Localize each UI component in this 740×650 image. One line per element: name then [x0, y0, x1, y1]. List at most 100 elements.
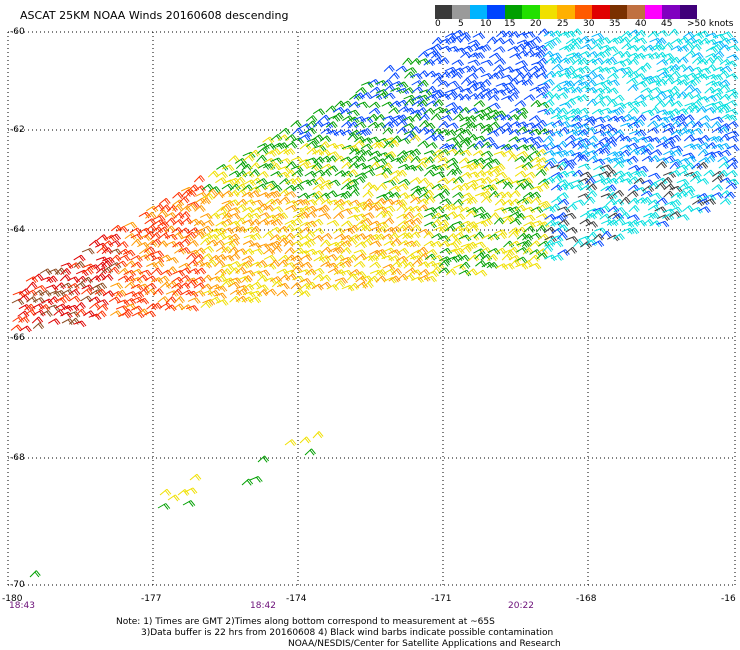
wind-barb: [718, 103, 731, 111]
wind-barb: [566, 71, 579, 79]
wind-barb: [472, 52, 485, 59]
wind-barb: [216, 212, 229, 219]
wind-barb: [500, 74, 514, 82]
wind-barb: [348, 162, 360, 170]
wind-barb: [160, 269, 173, 277]
wind-barb: [284, 184, 297, 192]
wind-barb: [635, 29, 647, 38]
wind-barb: [318, 204, 330, 212]
wind-barb: [440, 71, 451, 79]
wind-barb: [409, 134, 421, 142]
wind-barb: [543, 149, 556, 157]
wind-barb: [409, 231, 421, 239]
wind-barb: [229, 267, 241, 275]
wind-barb: [585, 150, 599, 157]
time-label-1: 18:42: [250, 601, 276, 611]
wind-barb: [496, 30, 508, 38]
wind-barb: [592, 66, 605, 73]
wind-barb: [242, 248, 255, 256]
wind-barb: [353, 139, 365, 148]
wind-barb: [382, 115, 396, 123]
wind-barb: [382, 205, 396, 213]
wind-barb: [277, 134, 290, 142]
wind-barb: [599, 213, 612, 221]
wind-barb: [426, 100, 439, 108]
wind-barb: [332, 227, 345, 235]
wind-barb: [493, 126, 506, 134]
wind-barb: [397, 220, 410, 228]
wind-barb: [109, 248, 123, 256]
wind-barb: [438, 259, 450, 267]
wind-barb: [544, 235, 557, 243]
wind-barb: [459, 136, 473, 144]
wind-barb: [488, 168, 501, 176]
wind-barb: [138, 211, 152, 219]
wind-barb: [228, 170, 242, 178]
wind-barb: [186, 252, 198, 260]
wind-barb: [409, 148, 422, 156]
wind-barb: [719, 93, 731, 101]
wind-barb: [270, 206, 284, 213]
wind-barb: [537, 101, 550, 109]
wind-barb: [599, 115, 613, 122]
wind-barb: [544, 213, 557, 221]
wind-barb: [250, 270, 264, 277]
wind-barb: [150, 238, 162, 246]
wind-barb: [467, 52, 481, 60]
wind-barb: [613, 207, 626, 214]
wind-barb: [607, 79, 620, 87]
wind-barb: [340, 108, 352, 116]
wind-barb: [391, 115, 404, 122]
wind-barb: [493, 46, 506, 53]
wind-barb: [214, 259, 226, 268]
wind-barb: [397, 163, 411, 171]
wind-barb: [360, 92, 373, 100]
wind-barb: [123, 269, 136, 277]
wind-barb: [117, 275, 131, 283]
wind-barb: [423, 107, 436, 115]
wind-barb: [410, 155, 422, 164]
wind-barb: [451, 167, 463, 175]
legend-color-14: [679, 5, 698, 19]
wind-barb: [481, 162, 493, 170]
legend-color-12: [644, 5, 663, 19]
wind-barb: [543, 99, 555, 107]
wind-barb: [605, 184, 617, 192]
wind-barb: [419, 89, 433, 96]
wind-barb: [334, 280, 346, 288]
wind-barb: [298, 134, 311, 142]
wind-barb: [692, 56, 704, 64]
wind-barb: [479, 44, 492, 51]
wind-barb: [438, 224, 450, 232]
wind-barb: [682, 152, 696, 160]
wind-barb: [598, 67, 612, 74]
wind-barb: [311, 283, 324, 291]
wind-barb: [257, 192, 271, 199]
wind-barb: [565, 236, 579, 243]
wind-barb: [452, 198, 464, 206]
wind-barb: [305, 211, 317, 219]
wind-barb: [522, 42, 533, 50]
wind-barb: [257, 243, 271, 250]
wind-barb: [292, 247, 306, 255]
wind-barb: [600, 193, 614, 200]
wind-barb: [516, 107, 529, 115]
wind-barb: [668, 134, 682, 142]
wind-barb: [312, 149, 325, 156]
wind-barb: [614, 115, 627, 123]
wind-barb: [403, 211, 415, 219]
wind-barb: [502, 199, 515, 207]
wind-barb: [108, 233, 121, 241]
wind-barb: [670, 149, 683, 157]
wind-barb: [54, 303, 68, 311]
wind-barb: [291, 217, 303, 225]
wind-barb: [166, 266, 178, 274]
wind-barb: [172, 203, 183, 212]
wind-barb: [179, 211, 191, 219]
wind-barb: [516, 112, 528, 120]
wind-barb: [249, 476, 263, 483]
wind-barb: [438, 93, 451, 101]
wind-barb: [577, 154, 589, 162]
wind-barb: [584, 118, 596, 127]
wind-barb: [501, 191, 513, 199]
